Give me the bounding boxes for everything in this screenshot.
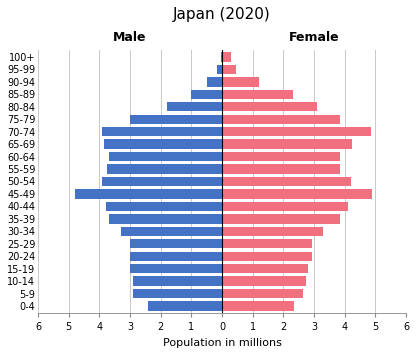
Bar [222,226,323,236]
Bar [121,226,222,236]
Bar [167,102,222,111]
Bar [130,115,222,124]
Bar [222,164,340,174]
Bar [133,277,222,286]
Bar [102,127,222,136]
Bar [218,65,222,74]
Bar [222,214,340,224]
Bar [102,177,222,186]
Bar [104,140,222,149]
Bar [109,214,222,224]
Title: Japan (2020): Japan (2020) [173,7,271,22]
Bar [222,289,303,298]
Text: Male: Male [113,31,147,44]
Bar [106,202,222,211]
Bar [222,127,371,136]
Bar [222,65,236,74]
Bar [222,252,312,261]
Bar [222,52,231,62]
Bar [149,301,222,311]
Bar [222,277,306,286]
Bar [222,202,348,211]
Bar [109,152,222,161]
Bar [207,77,222,87]
Bar [222,301,294,311]
Text: Female: Female [289,31,339,44]
Bar [220,52,222,62]
Bar [107,164,222,174]
Bar [222,152,340,161]
Bar [133,289,222,298]
Bar [191,90,222,99]
Bar [222,264,308,273]
Bar [130,252,222,261]
Bar [222,140,352,149]
Bar [222,239,312,248]
Bar [222,115,340,124]
Bar [222,90,292,99]
X-axis label: Population in millions: Population in millions [163,338,282,348]
Bar [222,189,372,198]
Bar [222,102,317,111]
Bar [222,77,259,87]
Bar [130,264,222,273]
Bar [75,189,222,198]
Bar [130,239,222,248]
Bar [222,177,351,186]
